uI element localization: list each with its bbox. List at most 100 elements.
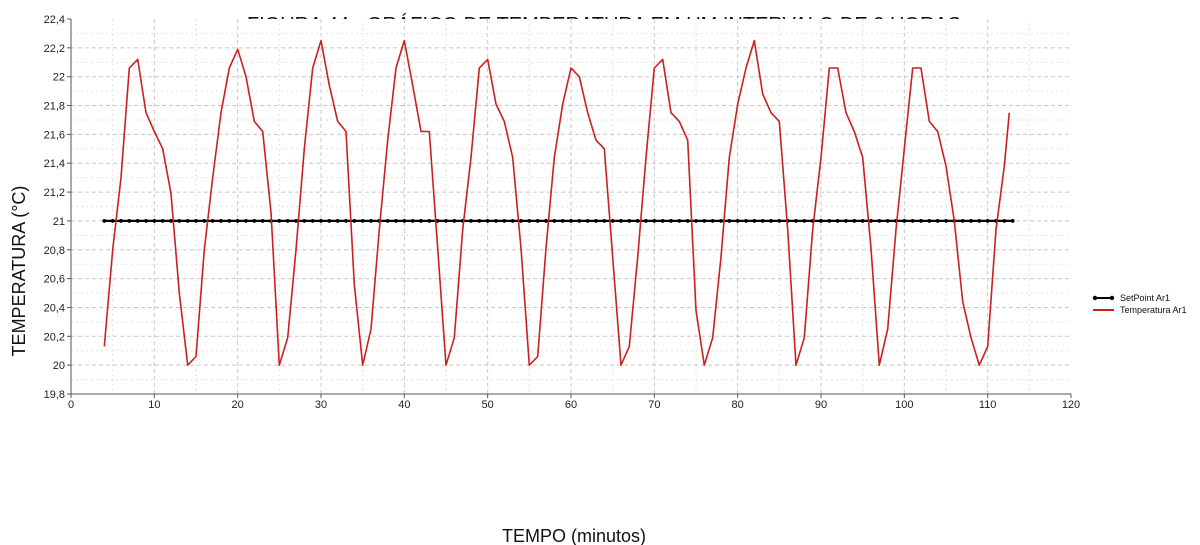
series-point [119, 219, 123, 223]
series-point [177, 219, 182, 223]
series-point [310, 219, 315, 223]
series-point [844, 219, 848, 223]
y-tick-label: 22,2 [44, 43, 65, 55]
series-point [669, 219, 673, 223]
series-point [252, 219, 257, 223]
series-layer [102, 39, 1015, 367]
series-point [885, 219, 890, 223]
series-point [977, 219, 982, 223]
series-point [210, 219, 215, 223]
series-point [685, 219, 690, 223]
series-point [877, 219, 882, 223]
y-tick-label: 21,8 [44, 101, 65, 113]
series-point [919, 219, 923, 223]
series-point [627, 219, 632, 223]
series-point [602, 219, 607, 223]
series-point [235, 219, 240, 223]
series-point [519, 219, 523, 223]
y-tick-label: 20,6 [44, 274, 65, 286]
series-point [710, 219, 715, 223]
series-point [510, 219, 515, 223]
series-point [444, 219, 448, 223]
series-point [477, 219, 482, 223]
legend-marker [1092, 295, 1098, 301]
series-point [144, 219, 148, 223]
x-tick-label: 110 [979, 399, 997, 411]
series-point [910, 219, 915, 223]
series-point [502, 219, 507, 223]
series-point [902, 219, 907, 223]
series-point [202, 219, 207, 223]
y-tick-label: 21,4 [44, 158, 65, 170]
series-point [394, 219, 398, 223]
series-point [652, 219, 657, 223]
y-tick-label: 20,4 [44, 302, 65, 314]
legend: SetPoint Ar1 Temperatura Ar1 [1092, 293, 1187, 315]
series-point [660, 219, 665, 223]
series-point [635, 219, 640, 223]
series-point [760, 219, 765, 223]
y-tick-label: 21,2 [44, 187, 65, 199]
series-point [935, 219, 940, 223]
y-axis-label: TEMPERATURA (°C) [9, 186, 29, 357]
series-point [927, 219, 932, 223]
series-point [744, 219, 748, 223]
series-point [752, 219, 757, 223]
legend-item: SetPoint Ar1 [1092, 293, 1170, 303]
x-tick-label: 30 [315, 399, 327, 411]
y-tick-label: 21 [53, 216, 65, 228]
x-tick-label: 80 [732, 399, 744, 411]
x-tick-label: 0 [68, 399, 74, 411]
series-point [319, 219, 323, 223]
legend-label: SetPoint Ar1 [1120, 293, 1170, 303]
y-tick-label: 19,8 [44, 389, 65, 401]
series-point [860, 219, 865, 223]
series-point [735, 219, 740, 223]
series-point [427, 219, 432, 223]
series-point [560, 219, 565, 223]
series-point [835, 219, 840, 223]
x-axis-label: TEMPO (minutos) [502, 526, 646, 545]
series-point [552, 219, 557, 223]
series-point [544, 219, 548, 223]
series-point [944, 219, 948, 223]
y-tick-label: 20 [53, 360, 65, 372]
series-point [494, 219, 498, 223]
x-tick-label: 120 [1062, 399, 1080, 411]
series-point [869, 219, 873, 223]
series-point [485, 219, 490, 223]
series-point [985, 219, 990, 223]
series-point [402, 219, 407, 223]
series-point [819, 219, 823, 223]
series-point [285, 219, 290, 223]
series-point [535, 219, 540, 223]
series-point [452, 219, 457, 223]
x-tick-label: 70 [648, 399, 660, 411]
series-point [594, 219, 598, 223]
series-point [169, 219, 173, 223]
x-tick-label: 90 [815, 399, 827, 411]
series-point [694, 219, 698, 223]
x-tick-label: 60 [565, 399, 577, 411]
series-point [185, 219, 190, 223]
legend-label: Temperatura Ar1 [1120, 305, 1187, 315]
series-point [527, 219, 532, 223]
series-point [219, 219, 223, 223]
series-point [435, 219, 440, 223]
series-line [103, 39, 1011, 367]
x-tick-label: 50 [482, 399, 494, 411]
series-point [260, 219, 265, 223]
series-point [644, 219, 648, 223]
series-point [135, 219, 140, 223]
series-point [244, 219, 248, 223]
x-tick-label: 100 [895, 399, 913, 411]
series-point [344, 219, 348, 223]
series-point [469, 219, 473, 223]
series-point [827, 219, 832, 223]
series-point [160, 219, 165, 223]
series-point [577, 219, 582, 223]
series-point [960, 219, 965, 223]
series-point [335, 219, 340, 223]
series-point [102, 219, 107, 223]
series-point [127, 219, 132, 223]
